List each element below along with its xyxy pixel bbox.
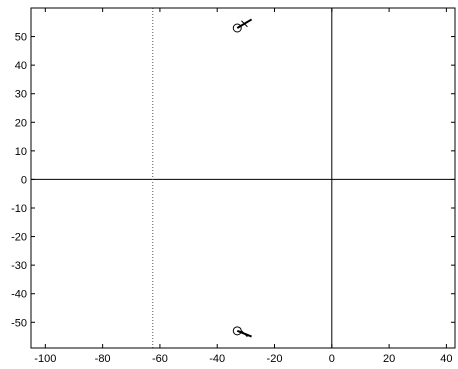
pole-marker xyxy=(232,326,242,336)
y-tick-label: 30 xyxy=(15,89,27,101)
x-tick-label: -80 xyxy=(95,353,111,365)
branch-tick xyxy=(241,330,248,338)
y-tick-label: -10 xyxy=(11,203,27,215)
pole-markers xyxy=(232,23,242,336)
x-tick-label: 0 xyxy=(329,353,335,365)
y-tick-label: -50 xyxy=(11,317,27,329)
y-tick-label: -40 xyxy=(11,289,27,301)
x-tick-label: -40 xyxy=(209,353,225,365)
x-tick-label: -60 xyxy=(152,353,168,365)
y-tick-label: 50 xyxy=(15,32,27,44)
x-tick-label: 20 xyxy=(383,353,395,365)
x-ticks: -100 -80 -60 -40 -20 0 20 40 xyxy=(34,8,453,365)
y-tick-label: 20 xyxy=(15,117,27,129)
x-tick-label: -100 xyxy=(34,353,56,365)
y-tick-label: 10 xyxy=(15,146,27,158)
y-tick-label: 0 xyxy=(21,174,27,186)
y-tick-label: -20 xyxy=(11,232,27,244)
y-ticks: 50 40 30 20 10 0 -10 -20 -30 -40 -50 xyxy=(11,32,455,329)
plot-frame xyxy=(30,7,456,349)
reference-lines xyxy=(31,8,455,348)
x-tick-label: 40 xyxy=(440,353,452,365)
locus-branches xyxy=(236,18,253,338)
branch-tick xyxy=(241,20,248,28)
x-tick-label: -20 xyxy=(267,353,283,365)
y-tick-label: 40 xyxy=(15,60,27,72)
pole-marker xyxy=(232,23,242,33)
y-tick-label: -30 xyxy=(11,260,27,272)
